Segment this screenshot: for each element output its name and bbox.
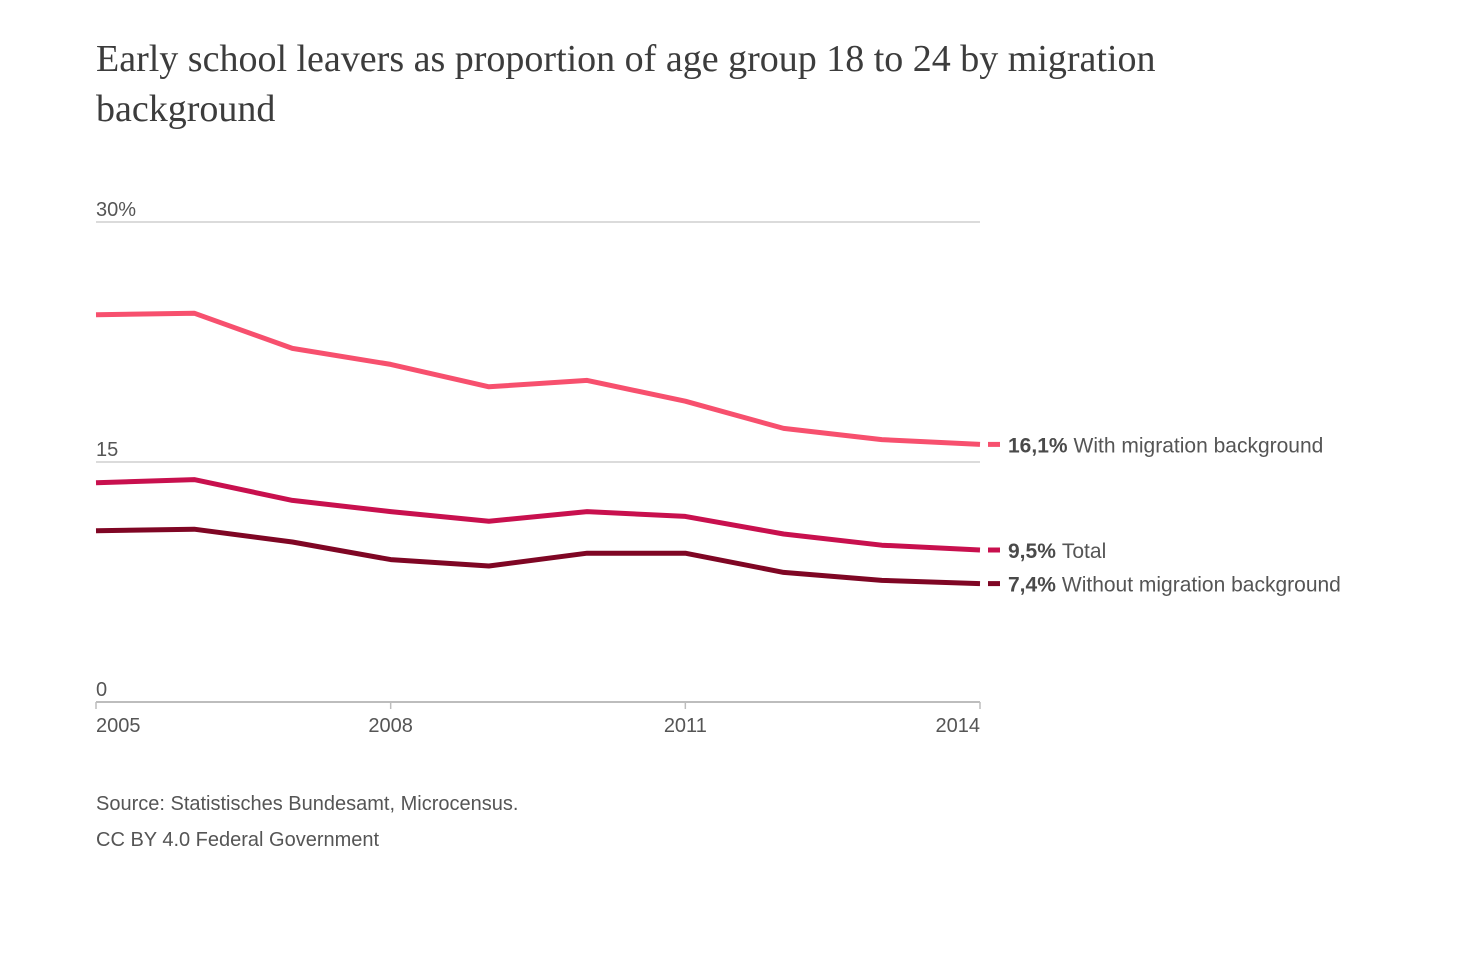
series-layer <box>95 310 981 587</box>
chart-footer: Source: Statistisches Bundesamt, Microce… <box>96 786 518 858</box>
series-end-label: 7,4% Without migration background <box>1008 574 1341 597</box>
x-tick-label: 2011 <box>664 715 707 737</box>
series-line-1 <box>95 477 981 553</box>
x-tick-label: 2005 <box>96 715 141 737</box>
y-tick-label: 0 <box>96 679 107 701</box>
series-line-2 <box>95 526 981 587</box>
series-end-label: 16,1% With migration background <box>1008 434 1323 457</box>
license-note: CC BY 4.0 Federal Government <box>96 829 380 851</box>
axis-layer: 0 15 30% 2005 2008 2011 2014 <box>95 199 981 737</box>
source-note: Source: Statistisches Bundesamt, Microce… <box>96 793 519 815</box>
y-tick-label: 30% <box>96 199 136 221</box>
series-end-value: 9,5% <box>1008 540 1056 563</box>
series-end-label: 9,5% Total <box>1008 540 1106 563</box>
series-end-name: With migration background <box>1074 434 1324 457</box>
series-end-value: 7,4% <box>1008 574 1056 597</box>
grid-layer <box>96 221 980 703</box>
series-end-value: 16,1% <box>1008 434 1068 457</box>
series-line-0 <box>95 310 981 447</box>
label-layer: 16,1% With migration background 9,5% Total 7… <box>988 434 1341 597</box>
y-tick-label: 15 <box>96 439 118 461</box>
x-tick-label: 2008 <box>368 715 413 737</box>
series-end-name: Total <box>1062 540 1106 563</box>
series-end-name: Without migration background <box>1062 574 1341 597</box>
chart-title: Early school leavers as proportion of ag… <box>96 38 1156 130</box>
x-tick-label: 2014 <box>936 715 981 737</box>
